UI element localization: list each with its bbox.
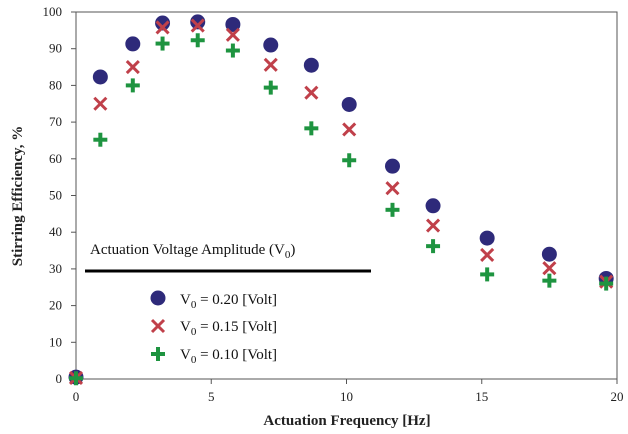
point-x-series-1 (155, 20, 170, 35)
x-tick-label: 20 (611, 389, 624, 404)
x-axis-ticks: 0 5 10 15 20 (73, 379, 624, 404)
point-circle-series-0 (384, 158, 400, 174)
point-circle-series-0 (263, 37, 279, 53)
y-axis-ticks: 0 10 20 30 40 50 60 70 80 90 100 (43, 4, 76, 386)
point-circle-series-0 (541, 246, 557, 262)
legend-marker-plus (151, 347, 165, 361)
point-circle-series-0 (92, 69, 108, 85)
legend-label-0.20: V0 = 0.20 [Volt] (180, 292, 277, 311)
y-tick-label: 10 (49, 334, 62, 349)
point-x-series-1 (263, 57, 278, 72)
y-tick-label: 50 (49, 188, 62, 203)
point-circle-series-0 (425, 198, 441, 214)
y-tick-label: 0 (56, 371, 63, 386)
legend-label-0.15: V0 = 0.15 [Volt] (180, 319, 277, 338)
x-tick-label: 10 (340, 389, 353, 404)
point-circle-series-0 (225, 16, 241, 32)
point-x-series-1 (93, 96, 108, 111)
point-plus-series-2 (190, 33, 205, 48)
legend-marker-x (150, 318, 166, 334)
point-circle-series-0 (303, 57, 319, 73)
point-circle-series-0 (155, 15, 171, 31)
y-axis-label: Stirring Efficiency, % (10, 126, 26, 266)
legend-marker-circle (150, 290, 166, 306)
point-x-series-1 (425, 218, 441, 233)
point-circle-series-0 (341, 96, 357, 112)
x-tick-label: 5 (208, 389, 215, 404)
point-plus-series-2 (542, 273, 557, 288)
point-circle-series-0 (479, 230, 495, 246)
y-tick-label: 20 (49, 298, 62, 313)
y-tick-label: 100 (43, 4, 63, 19)
point-plus-series-2 (385, 202, 400, 217)
point-x-series-1 (480, 247, 495, 263)
y-tick-label: 40 (49, 224, 62, 239)
y-tick-label: 80 (49, 77, 62, 92)
point-x-series-1 (304, 85, 319, 100)
point-x-series-1 (342, 122, 357, 137)
legend: Actuation Voltage Amplitude (V0) V0 = 0.… (85, 242, 371, 366)
legend-item-0.10: V0 = 0.10 [Volt] (151, 347, 277, 366)
legend-item-0.20: V0 = 0.20 [Volt] (150, 290, 277, 311)
legend-title: Actuation Voltage Amplitude (V0) (90, 242, 295, 261)
point-plus-series-2 (225, 43, 240, 58)
y-tick-label: 30 (49, 261, 62, 276)
y-tick-label: 90 (49, 41, 62, 56)
point-x-series-1 (542, 261, 557, 276)
point-plus-series-2 (304, 121, 319, 136)
point-x-series-1 (125, 59, 140, 75)
point-x-series-1 (225, 27, 240, 42)
point-plus-series-2 (263, 80, 278, 95)
y-tick-label: 70 (49, 114, 62, 129)
x-axis-label: Actuation Frequency [Hz] (263, 413, 430, 429)
point-plus-series-2 (342, 153, 357, 168)
data-points (68, 14, 614, 386)
point-plus-series-2 (480, 267, 495, 282)
point-plus-series-2 (93, 132, 108, 147)
point-plus-series-2 (599, 276, 614, 291)
point-plus-series-2 (155, 36, 170, 51)
point-plus-series-2 (125, 78, 140, 93)
point-circle-series-0 (190, 14, 206, 30)
y-tick-label: 60 (49, 151, 62, 166)
x-tick-label: 15 (475, 389, 488, 404)
legend-item-0.15: V0 = 0.15 [Volt] (150, 318, 277, 338)
point-plus-series-2 (426, 239, 441, 254)
point-x-series-1 (190, 18, 205, 33)
point-x-series-1 (385, 181, 400, 196)
x-tick-label: 0 (73, 389, 80, 404)
legend-label-0.10: V0 = 0.10 [Volt] (180, 347, 277, 366)
point-plus-series-2 (69, 371, 83, 386)
point-circle-series-0 (125, 36, 141, 52)
